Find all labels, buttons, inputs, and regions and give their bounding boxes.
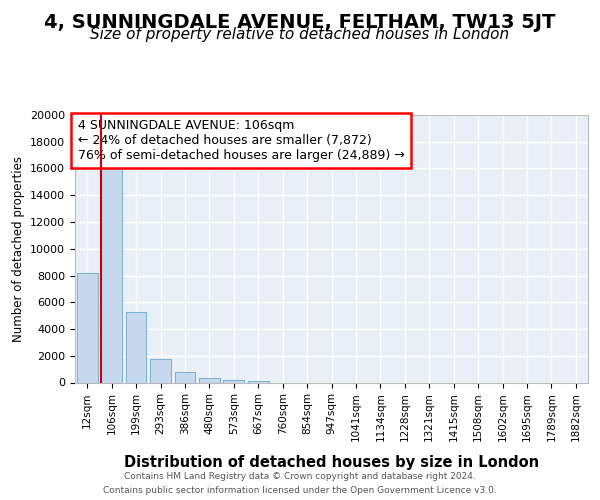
Text: Contains HM Land Registry data © Crown copyright and database right 2024.: Contains HM Land Registry data © Crown c… bbox=[124, 472, 476, 481]
Bar bbox=[248, 381, 269, 382]
Text: 4, SUNNINGDALE AVENUE, FELTHAM, TW13 5JT: 4, SUNNINGDALE AVENUE, FELTHAM, TW13 5JT bbox=[44, 12, 556, 32]
Text: Contains public sector information licensed under the Open Government Licence v3: Contains public sector information licen… bbox=[103, 486, 497, 495]
Bar bbox=[199, 378, 220, 382]
Bar bbox=[77, 273, 98, 382]
Text: 4 SUNNINGDALE AVENUE: 106sqm
← 24% of detached houses are smaller (7,872)
76% of: 4 SUNNINGDALE AVENUE: 106sqm ← 24% of de… bbox=[77, 119, 404, 162]
Bar bbox=[101, 160, 122, 382]
Text: Size of property relative to detached houses in London: Size of property relative to detached ho… bbox=[91, 28, 509, 42]
X-axis label: Distribution of detached houses by size in London: Distribution of detached houses by size … bbox=[124, 455, 539, 470]
Bar bbox=[125, 312, 146, 382]
Bar bbox=[223, 380, 244, 382]
Y-axis label: Number of detached properties: Number of detached properties bbox=[11, 156, 25, 342]
Bar bbox=[150, 359, 171, 382]
Bar bbox=[175, 372, 196, 382]
